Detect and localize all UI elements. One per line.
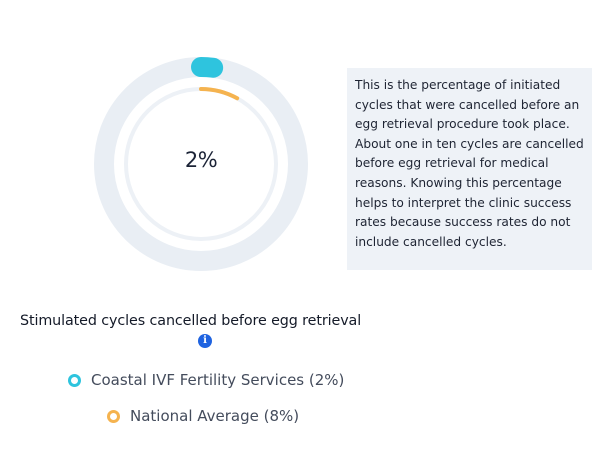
description-box: This is the percentage of initiated cycl… — [347, 68, 592, 270]
center-value-label: 2% — [184, 148, 218, 172]
national-average-arc[interactable] — [199, 87, 240, 101]
legend-item-national[interactable]: National Average (8%) — [107, 407, 299, 425]
legend-label: Coastal IVF Fertility Services (2%) — [91, 371, 345, 389]
legend-circle-icon — [68, 373, 81, 387]
legend-item-clinic[interactable]: Coastal IVF Fertility Services (2%) — [68, 371, 344, 389]
clinic-value-arc[interactable] — [191, 57, 224, 78]
legend-label: National Average (8%) — [130, 407, 300, 425]
radial-chart — [94, 57, 308, 271]
legend-circle-icon — [107, 409, 120, 423]
metric-title: Stimulated cycles cancelled before egg r… — [20, 313, 362, 329]
info-icon[interactable]: i — [198, 334, 212, 348]
